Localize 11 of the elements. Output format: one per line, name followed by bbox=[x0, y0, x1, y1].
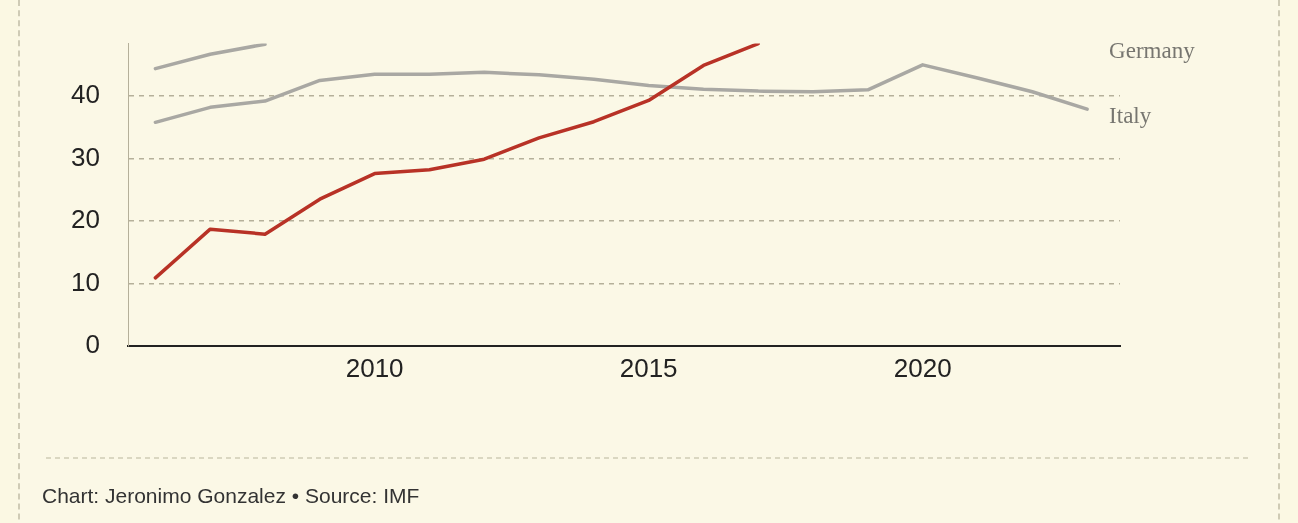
x-tick-label: 2010 bbox=[345, 352, 404, 383]
y-tick-label: 30 bbox=[71, 141, 100, 172]
text: Germany bbox=[1109, 37, 1196, 63]
y-tick-label: 40 bbox=[71, 79, 100, 110]
y-tick-label: 20 bbox=[71, 204, 100, 235]
x-tick-label: 2020 bbox=[893, 352, 952, 383]
x-tick-label: 2015 bbox=[619, 352, 678, 383]
y-tick-label: 0 bbox=[85, 329, 100, 360]
text: Chart: Jeronimo Gonzalez • Source: IMF bbox=[42, 484, 420, 507]
series-label: Italy bbox=[1109, 102, 1152, 128]
y-tick-label: 10 bbox=[71, 266, 100, 297]
